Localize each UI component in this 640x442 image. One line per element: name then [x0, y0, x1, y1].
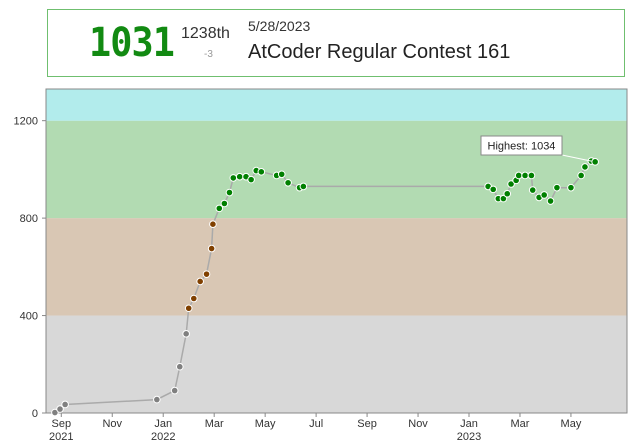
x-tick-label: Sep — [357, 418, 377, 430]
rating-point — [170, 386, 179, 395]
rating-point — [175, 362, 184, 371]
rating-point — [499, 194, 508, 203]
rating-point — [521, 171, 529, 180]
rating-point — [184, 304, 193, 313]
rating-band-1 — [46, 218, 627, 316]
rating-point — [247, 175, 255, 184]
x-tick-label: Jul — [309, 418, 323, 430]
contest-place: 1238th — [181, 25, 230, 42]
annotation-label: Highest: 1034 — [488, 141, 556, 153]
annotation-box — [480, 135, 563, 156]
y-tick-label: 400 — [20, 311, 38, 323]
rating-point — [61, 400, 69, 409]
x-tick-label: May — [255, 418, 276, 430]
rating-diff: -3 — [204, 49, 213, 60]
annotation-leader — [561, 154, 592, 162]
y-tick-label: 800 — [20, 213, 38, 225]
rating-points — [51, 157, 599, 417]
x-tick-year-label: 2021 — [49, 431, 73, 442]
contest-date: 5/28/2023 — [248, 18, 311, 34]
x-tick-label: Sep — [52, 418, 72, 430]
x-tick-label: Nov — [408, 418, 428, 430]
rating-point — [507, 180, 515, 188]
y-tick-label: 0 — [32, 408, 38, 420]
x-tick-label: Jan — [460, 418, 478, 430]
rating-point — [202, 270, 211, 278]
rating-point — [489, 185, 498, 194]
rating-point — [189, 294, 198, 303]
rating-bands — [46, 89, 627, 413]
rating-band-3 — [46, 89, 627, 121]
rating-point — [225, 188, 234, 197]
rating-point — [207, 244, 216, 253]
rating-point — [257, 168, 266, 176]
rating-point — [299, 182, 308, 191]
rating-point — [503, 189, 512, 198]
x-tick-label: May — [561, 418, 582, 430]
rating-point — [209, 220, 217, 229]
rating-point — [514, 171, 523, 180]
plot-frame — [45, 88, 628, 414]
highest-annotation: Highest: 1034 — [480, 135, 592, 162]
rating-point — [229, 174, 238, 182]
contest-info-card: 1031 1238th -3 5/28/2023 AtCoder Regular… — [47, 9, 625, 77]
x-tick-label: Mar — [205, 418, 224, 430]
rating-point — [235, 172, 244, 181]
rating-point — [153, 395, 161, 404]
y-tick-label: 1200 — [14, 116, 38, 128]
rating-band-2 — [46, 120, 627, 219]
y-axis: 0 400 800 1200 — [14, 116, 46, 420]
x-tick-year-label: 2023 — [457, 431, 481, 442]
rating-point — [540, 191, 548, 199]
rating-point — [220, 199, 229, 208]
rating-point — [546, 197, 555, 205]
contest-name[interactable]: AtCoder Regular Contest 161 — [248, 41, 511, 63]
current-rating: 1031 — [89, 20, 175, 66]
rating-point — [527, 171, 536, 180]
x-tick-year-label: 2022 — [151, 431, 175, 442]
rating-point — [51, 408, 59, 417]
rating-point — [284, 178, 292, 187]
rating-point — [277, 170, 286, 179]
rating-point — [577, 171, 585, 180]
rating-point — [553, 183, 561, 192]
rating-point — [581, 163, 589, 171]
rating-point — [591, 158, 599, 166]
rating-point — [56, 405, 64, 413]
rating-point — [567, 183, 575, 192]
rating-point — [182, 330, 190, 338]
rating-point — [215, 204, 224, 213]
rating-point — [528, 186, 537, 194]
x-tick-label: Nov — [102, 418, 122, 430]
rating-band-0 — [46, 315, 627, 413]
x-tick-label: Jan — [154, 418, 172, 430]
x-tick-label: Mar — [510, 418, 529, 430]
rating-point — [196, 277, 204, 286]
